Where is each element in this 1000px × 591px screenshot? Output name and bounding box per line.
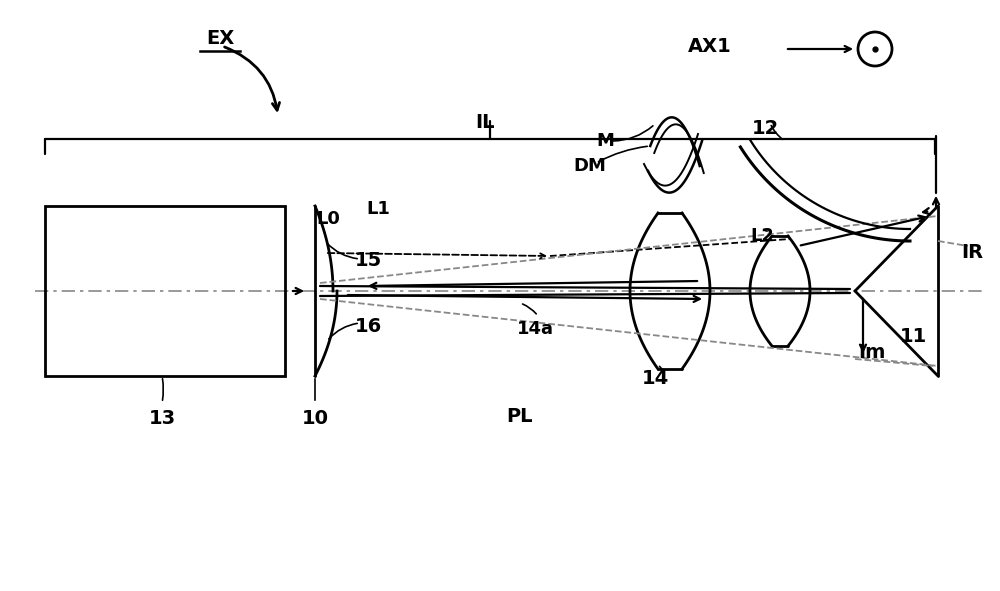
Text: 12: 12 (751, 119, 779, 138)
Text: L1: L1 (366, 200, 390, 218)
Text: L0: L0 (316, 210, 340, 228)
Text: AX1: AX1 (688, 37, 732, 56)
Bar (45, 206, 285, 376)
Text: 11: 11 (900, 326, 927, 346)
Text: L2: L2 (750, 227, 774, 245)
Text: M: M (596, 132, 614, 150)
Text: 14a: 14a (516, 320, 554, 338)
Text: 13: 13 (148, 410, 176, 428)
Text: 15: 15 (354, 252, 382, 271)
Text: IL: IL (475, 113, 495, 132)
Text: PL: PL (507, 407, 533, 426)
Text: Im: Im (858, 343, 886, 362)
Text: IR: IR (961, 243, 983, 262)
Text: DM: DM (574, 157, 606, 175)
Text: 10: 10 (302, 410, 328, 428)
Text: 16: 16 (354, 317, 382, 336)
Text: EX: EX (206, 30, 234, 48)
Text: 14: 14 (641, 369, 669, 388)
